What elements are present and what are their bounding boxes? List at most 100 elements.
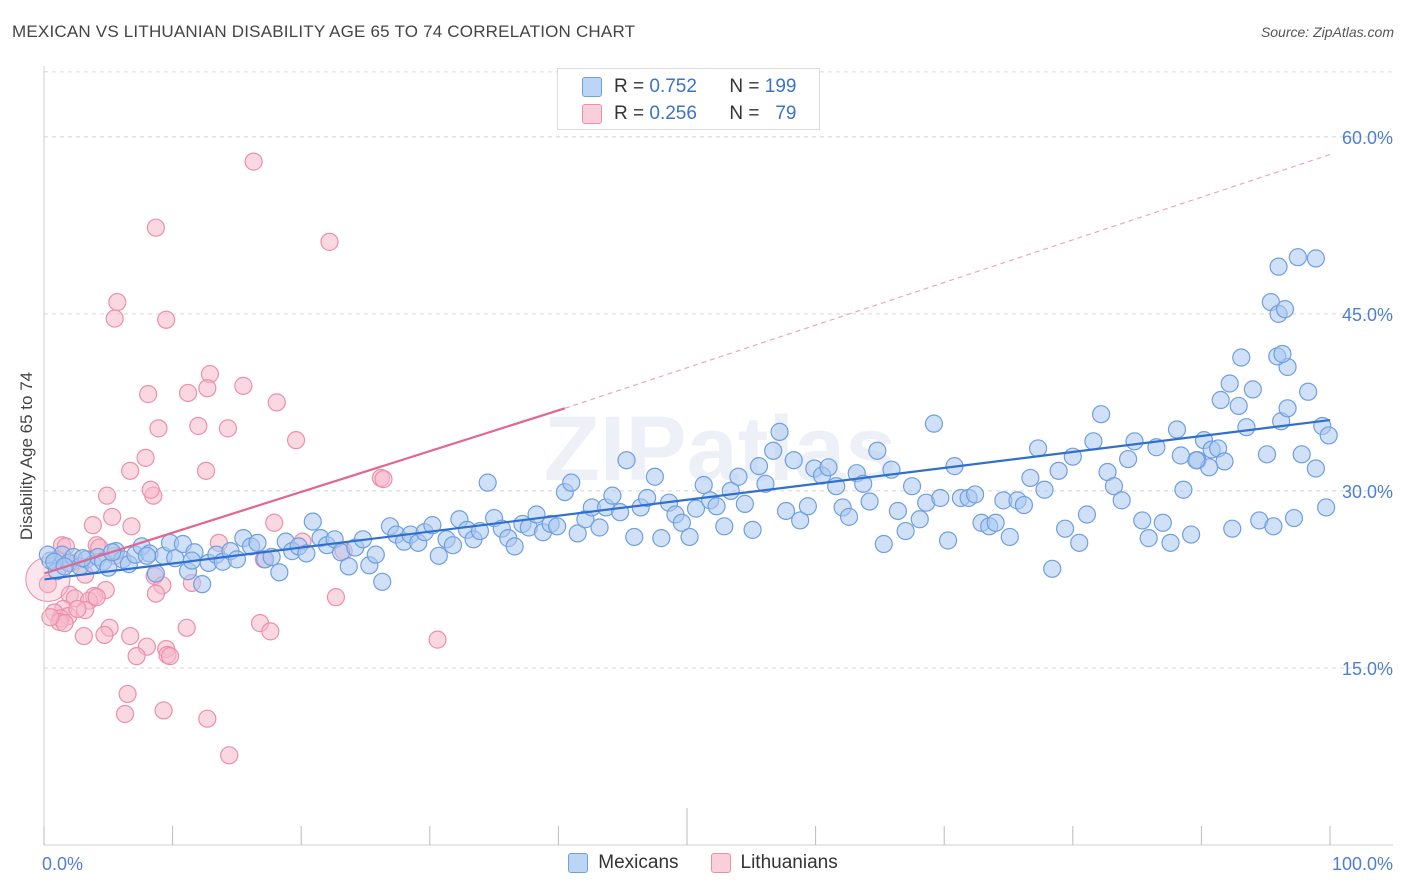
lithuanian-point <box>146 584 165 603</box>
lithuanian-point <box>244 152 263 171</box>
mexican-point <box>672 513 691 532</box>
legend-r-label: R = <box>614 76 645 97</box>
legend-n-label: N = <box>729 76 760 97</box>
mexican-point <box>617 451 636 470</box>
mexican-point <box>854 474 873 493</box>
mexican-point <box>303 512 322 531</box>
lithuanian-point <box>74 626 93 646</box>
mexican-point <box>1084 432 1103 451</box>
mexican-point <box>1306 459 1325 478</box>
mexican-point <box>1306 249 1325 268</box>
mexican-point <box>938 531 958 550</box>
lithuanian-point <box>127 647 146 666</box>
mexican-point <box>625 527 644 547</box>
mexican-point <box>749 457 769 476</box>
y-tick-label: 15.0% <box>1342 659 1393 679</box>
mexican-point <box>1292 445 1311 464</box>
lithuanian-point <box>115 704 135 724</box>
mexican-point <box>1077 505 1097 524</box>
mexican-point <box>735 494 754 513</box>
mexican-point <box>1133 511 1152 530</box>
axes-layer: 15.0% 30.0% 45.0% 60.0% 0.0% 100.0% <box>42 66 1393 874</box>
mexican-point <box>478 473 497 492</box>
y-tick-label: 30.0% <box>1342 482 1393 502</box>
mexican-point <box>1167 420 1187 439</box>
lithuanian-point <box>265 513 284 532</box>
mexican-point <box>791 511 810 530</box>
lithuanian-point <box>220 746 239 765</box>
lithuanian-point <box>146 218 165 237</box>
mexican-point <box>1275 300 1295 319</box>
mexican-point <box>896 521 915 541</box>
mexican-point <box>429 546 448 565</box>
mexican-point <box>1232 348 1251 367</box>
mexicans-swatch <box>582 77 602 97</box>
mexican-point <box>1161 533 1180 552</box>
mexican-point <box>1112 491 1131 510</box>
mexicans-trend <box>43 418 1331 581</box>
correlation-legend: R = 0.752 N = 199 R = 0.256 N = 79 <box>557 68 820 130</box>
mexican-point <box>193 575 212 594</box>
mexican-point <box>965 485 985 504</box>
mexican-point <box>1174 480 1193 499</box>
mexican-point <box>1215 452 1234 471</box>
mexican-point <box>1229 396 1248 416</box>
mexican-point <box>645 467 664 486</box>
lithuanian-point <box>141 480 160 499</box>
chart-title: MEXICAN VS LITHUANIAN DISABILITY AGE 65 … <box>12 22 636 41</box>
lithuanian-point <box>160 647 180 666</box>
lithuanian-point <box>105 309 124 328</box>
lithuanian-point <box>198 709 217 728</box>
mexican-point <box>1049 461 1068 480</box>
y-axis-label: Disability Age 65 to 74 <box>17 372 36 540</box>
mexican-point <box>1035 480 1054 499</box>
mexican-point <box>1118 449 1138 469</box>
mexican-point <box>756 474 775 493</box>
mexican-point <box>910 510 929 529</box>
mexican-point <box>366 545 385 564</box>
lithuanian-point <box>261 622 280 641</box>
legend-n-label: N = <box>729 103 760 124</box>
mexican-point <box>603 486 622 505</box>
lithuanian-point <box>428 630 447 649</box>
lithuanian-point <box>326 588 346 607</box>
lithuanian-point <box>149 419 168 438</box>
mexican-point <box>1273 344 1292 364</box>
mexican-point <box>270 563 289 582</box>
mexican-point <box>1284 508 1304 528</box>
mexican-point <box>1237 418 1256 437</box>
mexican-point <box>1299 382 1318 401</box>
lithuanian-point <box>218 419 237 438</box>
lithuanian-point <box>178 383 198 403</box>
y-tick-label: 60.0% <box>1342 128 1393 148</box>
legend-r-value: 0.256 <box>649 103 697 124</box>
lithuanian-point <box>95 625 114 645</box>
x-tick-label: 100.0% <box>1332 854 1393 874</box>
legend-label-mexicans: Mexicans <box>598 852 679 873</box>
lithuanian-point <box>122 517 141 536</box>
legend-row-mexicans: R = 0.752 N = 199 <box>582 74 796 100</box>
mexican-point <box>1139 529 1158 548</box>
mexican-point <box>680 527 699 547</box>
mexican-point <box>373 572 392 591</box>
mexican-point <box>505 537 524 556</box>
mexican-point <box>1104 477 1124 496</box>
legend-item-mexicans: Mexicans <box>568 852 679 874</box>
lithuanian-point <box>121 461 140 480</box>
x-tick-label: 0.0% <box>42 854 83 874</box>
mexican-point <box>743 520 762 539</box>
lithuanian-point <box>196 461 216 480</box>
mexican-point <box>1043 559 1062 578</box>
legend-r-value: 0.752 <box>649 76 697 97</box>
legend-item-lithuanians: Lithuanians <box>710 852 838 874</box>
legend-n-value: 79 <box>775 103 797 124</box>
legend-n-value: 199 <box>764 76 797 97</box>
mexicans-swatch <box>568 853 589 873</box>
mexican-point <box>715 517 734 536</box>
mexican-point <box>707 497 726 516</box>
mexican-point <box>1288 248 1307 267</box>
lithuanians-swatch <box>710 853 731 873</box>
lithuanian-point <box>68 599 87 619</box>
lithuanians-swatch <box>582 104 602 124</box>
mexican-point <box>1211 390 1230 410</box>
